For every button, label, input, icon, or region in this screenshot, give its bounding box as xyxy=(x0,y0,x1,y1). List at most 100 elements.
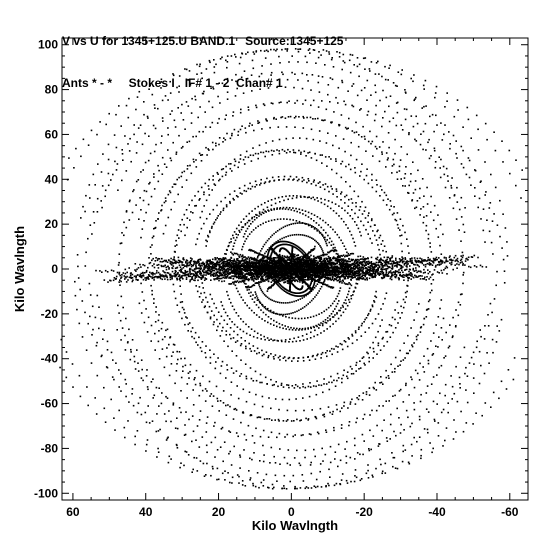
data-point xyxy=(352,372,355,375)
data-point xyxy=(349,185,351,188)
data-point xyxy=(392,117,395,119)
data-point xyxy=(146,439,149,441)
data-point xyxy=(130,351,132,353)
data-point xyxy=(319,470,321,473)
data-point xyxy=(326,355,328,358)
data-point xyxy=(245,345,247,348)
data-point xyxy=(208,178,210,181)
data-point xyxy=(295,233,298,236)
data-point xyxy=(312,286,314,288)
data-point xyxy=(262,103,265,105)
data-point xyxy=(256,274,258,276)
data-point xyxy=(238,187,241,189)
data-point xyxy=(315,393,318,396)
data-point xyxy=(365,317,368,319)
data-point xyxy=(270,407,272,410)
data-point xyxy=(268,339,270,341)
data-point xyxy=(394,318,396,321)
data-point xyxy=(264,263,266,265)
data-point xyxy=(332,323,334,325)
data-point xyxy=(374,234,376,237)
data-point xyxy=(275,381,277,383)
data-point xyxy=(384,263,387,265)
data-point xyxy=(381,429,383,432)
data-point xyxy=(138,302,141,305)
data-point xyxy=(223,84,226,86)
data-point xyxy=(151,420,154,422)
data-point xyxy=(149,246,152,248)
data-point xyxy=(330,121,332,124)
data-point xyxy=(306,196,309,199)
data-point xyxy=(332,228,334,231)
data-point xyxy=(373,350,375,353)
data-point xyxy=(125,170,128,172)
data-point xyxy=(433,149,436,152)
data-point xyxy=(350,297,353,300)
data-point xyxy=(194,383,197,386)
data-point xyxy=(213,425,215,427)
data-point xyxy=(281,254,284,257)
data-point xyxy=(252,154,255,157)
data-point xyxy=(158,358,161,360)
data-point xyxy=(302,213,304,215)
data-point xyxy=(68,157,70,159)
data-point xyxy=(221,82,224,85)
data-point xyxy=(392,331,394,334)
data-point xyxy=(343,220,345,223)
data-point xyxy=(366,114,369,116)
data-point xyxy=(313,198,316,201)
data-point xyxy=(442,408,445,411)
data-point xyxy=(305,333,308,335)
data-point xyxy=(105,123,107,126)
data-point xyxy=(191,415,194,417)
data-point xyxy=(449,143,451,145)
data-point xyxy=(358,63,361,66)
data-point xyxy=(316,273,319,275)
data-point xyxy=(325,50,328,52)
data-point xyxy=(225,171,228,174)
data-point xyxy=(403,108,406,110)
data-point xyxy=(493,131,495,133)
data-point xyxy=(155,220,157,222)
data-point xyxy=(299,248,302,250)
data-point xyxy=(152,124,155,127)
data-point xyxy=(181,186,183,188)
data-point xyxy=(196,73,198,75)
data-point xyxy=(265,241,267,244)
data-point xyxy=(233,330,235,333)
data-point xyxy=(344,103,347,106)
data-point xyxy=(496,325,498,327)
data-point xyxy=(289,338,291,340)
data-point xyxy=(229,405,231,408)
data-point xyxy=(251,59,254,62)
data-point xyxy=(336,196,338,198)
data-point xyxy=(419,362,421,365)
data-point xyxy=(161,338,164,341)
data-point xyxy=(422,206,425,208)
data-point xyxy=(250,350,253,352)
data-point xyxy=(318,384,320,386)
data-point xyxy=(452,335,454,337)
data-point xyxy=(168,410,170,412)
data-point xyxy=(331,78,334,81)
data-point xyxy=(515,184,517,187)
data-point xyxy=(426,385,429,387)
data-point xyxy=(87,322,89,325)
data-point xyxy=(217,400,219,402)
data-point xyxy=(205,356,207,359)
data-point xyxy=(332,66,335,68)
data-point xyxy=(304,328,306,331)
data-point xyxy=(480,364,482,367)
data-point xyxy=(136,411,139,414)
data-point xyxy=(289,234,292,237)
data-point xyxy=(158,314,160,316)
data-point xyxy=(255,184,258,186)
data-point xyxy=(380,381,383,384)
data-point xyxy=(146,369,148,371)
data-point xyxy=(272,339,274,342)
data-point xyxy=(286,78,289,81)
data-point xyxy=(260,334,262,336)
data-point xyxy=(85,251,87,254)
data-point xyxy=(413,319,415,321)
data-point xyxy=(455,140,457,142)
